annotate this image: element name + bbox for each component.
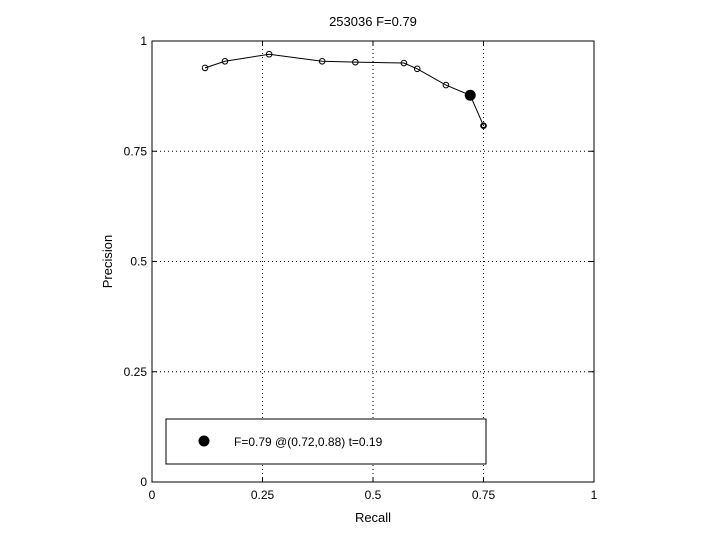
y-tick-label: 0.5 (130, 255, 147, 269)
data-point (480, 122, 487, 129)
grid (152, 41, 594, 482)
y-axis-title: Precision (100, 235, 115, 288)
data-series (201, 50, 487, 129)
data-point (221, 57, 229, 65)
legend: F=0.79 @(0.72,0.88) t=0.19 (165, 418, 487, 465)
x-axis-title: Recall (355, 510, 391, 525)
y-tick-label: 0 (140, 475, 147, 489)
y-tick-label: 0.75 (124, 144, 148, 158)
legend-entry-label: F=0.79 @(0.72,0.88) t=0.19 (234, 435, 383, 449)
legend-box (165, 418, 487, 465)
y-tick-label: 1 (140, 34, 147, 48)
chart-title: 253036 F=0.79 (329, 14, 417, 29)
best-f-point (464, 89, 476, 101)
data-point (352, 58, 359, 66)
data-point (318, 57, 326, 65)
series-line (204, 53, 484, 126)
x-tick-label: 0.5 (365, 488, 382, 502)
data-point (442, 81, 450, 89)
x-tick-label: 0.25 (251, 488, 275, 502)
data-point-extra (481, 123, 486, 129)
x-tick-label: 1 (591, 488, 598, 502)
legend-marker-filled-circle (198, 435, 210, 447)
data-point (413, 65, 421, 73)
y-tick-label: 0.25 (124, 365, 148, 379)
x-tick-label: 0.75 (472, 488, 496, 502)
x-tick-label: 0 (149, 488, 156, 502)
axis-ticks: 0 0.25 0.5 0.75 1 0 0.25 0.5 0.75 1 (124, 34, 598, 502)
data-point (265, 50, 273, 58)
data-point (201, 64, 209, 72)
data-point (400, 59, 408, 67)
